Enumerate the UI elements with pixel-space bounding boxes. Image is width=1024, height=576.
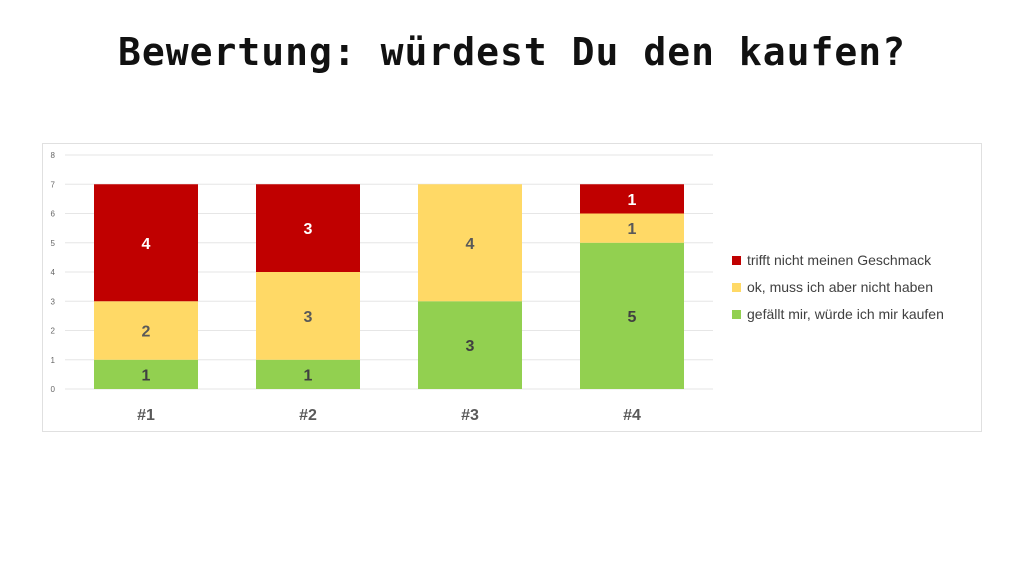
x-tick-label-2: #2 bbox=[299, 407, 317, 424]
data-label-2-series-1: 1 bbox=[304, 367, 313, 384]
stacked-bar-chart: 0 1 2 3 4 5 6 7 8 1 2 4 #1 1 3 3 #2 3 4 #3 5 1 1 #4 trifft nicht… bbox=[51, 151, 944, 424]
y-tick-label-6: 6 bbox=[51, 210, 56, 219]
legend-label-3: trifft nicht meinen Geschmack bbox=[747, 252, 932, 268]
bar-2-series-1 bbox=[256, 359, 360, 389]
y-tick-label-5: 5 bbox=[51, 239, 56, 248]
y-tick-label-1: 1 bbox=[51, 356, 56, 365]
legend-label-2: ok, muss ich aber nicht haben bbox=[747, 279, 933, 295]
bar-3-series-1 bbox=[418, 301, 522, 389]
y-tick-label-2: 2 bbox=[51, 327, 56, 336]
bar-1-series-2 bbox=[94, 301, 198, 360]
data-label-4-series-3: 1 bbox=[628, 192, 637, 209]
data-label-4-series-2: 1 bbox=[628, 221, 637, 238]
bar-3-series-2 bbox=[418, 184, 522, 302]
legend-swatch-3 bbox=[732, 256, 741, 265]
data-label-2-series-3: 3 bbox=[304, 221, 313, 238]
y-tick-label-7: 7 bbox=[51, 180, 56, 189]
bar-1-series-1 bbox=[94, 359, 198, 389]
data-label-1-series-2: 2 bbox=[142, 324, 151, 341]
legend-label-1: gefällt mir, würde ich mir kaufen bbox=[747, 306, 944, 322]
y-tick-label-3: 3 bbox=[51, 297, 56, 306]
data-label-3-series-1: 3 bbox=[466, 338, 475, 355]
bar-2-series-2 bbox=[256, 272, 360, 360]
data-label-4-series-1: 5 bbox=[628, 309, 637, 326]
chart-area: 0 1 2 3 4 5 6 7 8 1 2 4 #1 1 3 3 #2 3 4 #3 5 1 1 #4 trifft nicht… bbox=[42, 143, 982, 432]
x-tick-label-3: #3 bbox=[461, 407, 479, 424]
y-tick-label-4: 4 bbox=[51, 268, 56, 277]
data-label-1-series-1: 1 bbox=[142, 367, 151, 384]
slide-title: Bewertung: würdest Du den kaufen? bbox=[118, 30, 906, 74]
bar-2-series-3 bbox=[256, 184, 360, 272]
bar-1-series-3 bbox=[94, 184, 198, 302]
x-tick-label-4: #4 bbox=[623, 407, 641, 424]
bar-4-series-3 bbox=[580, 184, 684, 214]
data-label-3-series-2: 4 bbox=[466, 236, 475, 253]
data-label-2-series-2: 3 bbox=[304, 309, 313, 326]
x-tick-label-1: #1 bbox=[137, 407, 155, 424]
data-label-1-series-3: 4 bbox=[142, 236, 151, 253]
legend-swatch-2 bbox=[732, 283, 741, 292]
legend-swatch-1 bbox=[732, 310, 741, 319]
y-tick-label-0: 0 bbox=[51, 385, 56, 394]
y-tick-label-8: 8 bbox=[51, 151, 56, 160]
bar-4-series-1 bbox=[580, 242, 684, 389]
bar-4-series-2 bbox=[580, 213, 684, 243]
